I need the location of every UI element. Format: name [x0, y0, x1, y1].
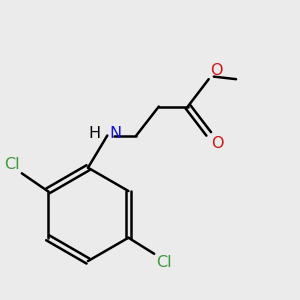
Text: H: H [89, 126, 101, 141]
Text: N: N [109, 126, 121, 141]
Text: O: O [210, 63, 222, 78]
Text: Cl: Cl [4, 157, 20, 172]
Text: Cl: Cl [156, 255, 171, 270]
Text: O: O [211, 136, 224, 151]
